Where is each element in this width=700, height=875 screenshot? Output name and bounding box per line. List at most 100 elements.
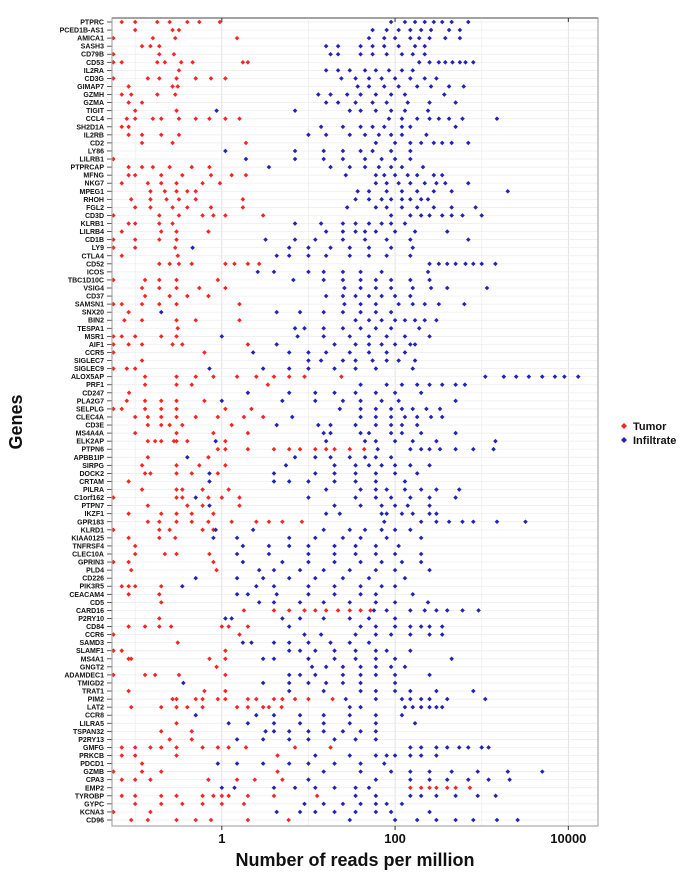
tumor-point (265, 382, 271, 388)
infiltrate-point (412, 317, 418, 323)
infiltrate-point (453, 100, 458, 105)
infiltrate-point (193, 575, 199, 581)
infiltrate-point (260, 656, 266, 662)
infiltrate-point (425, 600, 431, 605)
infiltrate-point (373, 543, 379, 549)
infiltrate-point (234, 761, 240, 766)
infiltrate-point (399, 68, 405, 73)
infiltrate-point (240, 543, 246, 549)
infiltrate-point (422, 180, 428, 186)
gene-label: LILRB1 (80, 157, 105, 164)
infiltrate-point (376, 132, 382, 138)
infiltrate-point (427, 632, 432, 637)
tumor-point (119, 583, 125, 589)
infiltrate-point (405, 172, 411, 178)
infiltrate-point (427, 100, 432, 105)
tumor-point (175, 326, 181, 331)
infiltrate-point (358, 301, 363, 307)
tumor-point (245, 793, 251, 799)
infiltrate-point (249, 640, 254, 645)
infiltrate-point (286, 390, 292, 396)
infiltrate-point (353, 495, 358, 500)
infiltrate-point (418, 27, 424, 33)
infiltrate-point (422, 301, 428, 307)
infiltrate-point (340, 229, 346, 234)
infiltrate-point (427, 463, 432, 468)
tumor-point (200, 213, 205, 218)
infiltrate-point (493, 793, 498, 799)
infiltrate-point (412, 43, 418, 49)
infiltrate-point (373, 737, 379, 742)
infiltrate-point (340, 237, 346, 242)
tumor-point (139, 358, 145, 363)
tumor-point (126, 221, 131, 226)
infiltrate-point (388, 632, 394, 637)
tumor-point (119, 793, 125, 799)
infiltrate-point (482, 374, 488, 379)
infiltrate-point (414, 205, 420, 210)
infiltrate-point (306, 559, 311, 565)
infiltrate-point (388, 245, 394, 250)
infiltrate-point (342, 301, 347, 307)
tumor-point (174, 487, 179, 492)
infiltrate-point (379, 559, 384, 565)
infiltrate-point (427, 511, 432, 516)
infiltrate-point (347, 720, 353, 726)
infiltrate-point (358, 672, 363, 678)
infiltrate-point (408, 648, 413, 654)
infiltrate-point (297, 712, 303, 718)
gene-label: P2RY13 (78, 737, 104, 744)
infiltrate-point (158, 309, 164, 315)
tumor-point (126, 84, 131, 89)
infiltrate-point (306, 737, 311, 742)
gene-label: CD5 (90, 600, 104, 607)
infiltrate-point (366, 253, 372, 259)
infiltrate-point (418, 551, 424, 557)
infiltrate-point (471, 519, 476, 525)
infiltrate-point (213, 438, 218, 444)
tumor-point (202, 398, 207, 404)
infiltrate-point (392, 140, 398, 146)
infiltrate-point (486, 745, 491, 750)
infiltrate-point (392, 172, 398, 178)
infiltrate-point (370, 148, 375, 154)
infiltrate-point (335, 51, 341, 57)
tumor-point (139, 100, 145, 105)
infiltrate-point (353, 793, 358, 799)
infiltrate-point (292, 326, 298, 331)
tumor-point (157, 535, 162, 541)
infiltrate-point (347, 164, 353, 170)
tumor-point (180, 487, 185, 492)
infiltrate-point (396, 180, 401, 186)
infiltrate-point (384, 753, 389, 758)
infiltrate-point (402, 19, 408, 25)
tumor-point (176, 213, 182, 218)
tumor-point (189, 729, 195, 734)
infiltrate-point (323, 132, 329, 138)
infiltrate-point (399, 382, 405, 388)
infiltrate-point (313, 471, 318, 476)
infiltrate-point (402, 108, 408, 113)
infiltrate-point (418, 140, 424, 146)
infiltrate-point (375, 446, 380, 452)
infiltrate-point (422, 51, 428, 57)
infiltrate-point (396, 358, 401, 363)
infiltrate-point (321, 720, 326, 726)
gene-label: PLD4 (86, 568, 104, 575)
infiltrate-point (347, 817, 353, 823)
gene-label: PTPRC (80, 20, 104, 27)
infiltrate-point (460, 213, 465, 218)
tumor-point (132, 237, 138, 242)
tumor-point (202, 688, 207, 694)
gene-label: CD226 (82, 576, 104, 583)
gene-label: LILRA5 (80, 721, 105, 728)
infiltrate-point (392, 503, 398, 508)
infiltrate-point (461, 84, 467, 89)
infiltrate-point (410, 511, 416, 516)
infiltrate-point (366, 342, 372, 347)
infiltrate-point (408, 180, 413, 186)
infiltrate-point (366, 575, 372, 581)
infiltrate-point (271, 720, 277, 726)
tumor-point (197, 285, 202, 291)
infiltrate-point (479, 261, 485, 267)
